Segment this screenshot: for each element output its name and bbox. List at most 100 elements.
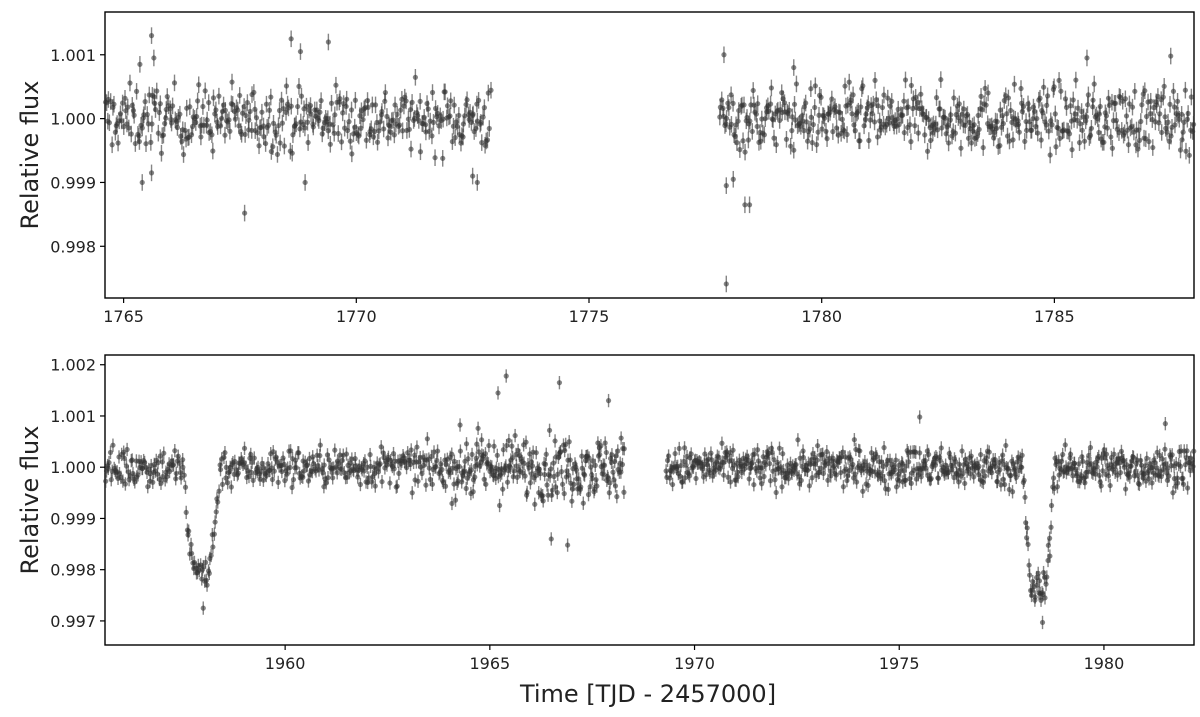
data-point (394, 479, 400, 493)
data-point (379, 475, 385, 489)
data-point (415, 474, 421, 488)
data-point (918, 85, 924, 103)
data-point (1074, 111, 1080, 129)
data-point (1136, 132, 1143, 149)
data-point (1103, 107, 1110, 125)
data-point (1081, 132, 1088, 150)
data-point (745, 131, 751, 149)
data-point (830, 123, 836, 140)
data-point (417, 143, 424, 161)
data-point (803, 113, 810, 131)
data-point (964, 106, 971, 123)
data-point (139, 174, 145, 191)
data-point (859, 80, 865, 97)
data-point (1139, 96, 1145, 114)
data-point (277, 134, 283, 152)
data-point (968, 134, 975, 152)
top-plot-frame (104, 11, 1195, 299)
data-point (1062, 438, 1068, 452)
data-point (1035, 124, 1041, 142)
data-point (266, 101, 273, 119)
data-point (810, 116, 816, 133)
data-point (392, 96, 398, 114)
data-point (270, 138, 276, 155)
data-point (1168, 47, 1174, 65)
data-point (403, 92, 409, 110)
data-point (387, 476, 393, 490)
data-point (1063, 99, 1070, 116)
data-point (1032, 103, 1038, 120)
data-point (486, 120, 492, 137)
data-point (1122, 90, 1128, 108)
data-point (444, 97, 451, 115)
data-point (159, 455, 165, 469)
data-point (273, 126, 279, 144)
data-point (806, 479, 813, 493)
data-point (372, 96, 379, 114)
data-point (753, 105, 759, 123)
data-point (901, 92, 907, 110)
data-point (841, 122, 847, 140)
data-point (1049, 116, 1055, 134)
data-point (464, 91, 470, 109)
data-point (235, 101, 241, 119)
data-point (296, 78, 302, 95)
data-point (1057, 130, 1063, 147)
data-point (1138, 113, 1144, 130)
data-point (1046, 122, 1052, 140)
bottom-data-points (103, 369, 1197, 630)
data-point (1180, 123, 1186, 141)
data-point (396, 466, 402, 481)
data-point (305, 134, 311, 151)
data-point (1165, 113, 1171, 131)
bottom-y-axis-label: Relative flux (16, 426, 44, 575)
data-point (417, 93, 423, 110)
data-point (357, 477, 363, 492)
data-point (148, 164, 155, 182)
data-point (855, 102, 861, 120)
data-point (210, 142, 216, 160)
data-point (844, 126, 850, 143)
data-point (122, 477, 128, 491)
data-point (917, 410, 923, 424)
data-point (815, 439, 821, 453)
data-point (1016, 123, 1022, 141)
data-point (334, 466, 340, 480)
data-point (232, 110, 238, 128)
data-point (1085, 86, 1091, 104)
data-point (924, 142, 931, 160)
data-point (366, 471, 372, 485)
data-point (211, 527, 217, 541)
bottom-panel: 1960 1965 1970 1975 1980 0.997 0.998 0.999 1.00… (16, 354, 1197, 708)
data-point (275, 475, 281, 490)
data-point (293, 461, 300, 475)
data-point (296, 446, 302, 460)
data-point (1084, 108, 1090, 126)
data-point (347, 132, 353, 150)
data-point (866, 132, 872, 149)
data-point (1091, 75, 1097, 93)
data-point (846, 73, 852, 91)
data-point (189, 546, 195, 561)
data-point (807, 120, 813, 138)
data-point (363, 131, 369, 149)
data-point (136, 133, 143, 150)
data-point (163, 101, 169, 118)
data-point (349, 145, 355, 163)
x-tick-label: 1765 (103, 307, 144, 326)
data-point (242, 126, 248, 143)
data-point (352, 91, 358, 109)
x-tick-label: 1775 (569, 307, 610, 326)
x-tick-label: 1780 (801, 307, 842, 326)
data-point (1132, 83, 1138, 100)
data-point (1188, 88, 1194, 106)
data-point (449, 133, 455, 150)
data-point (244, 94, 250, 111)
data-point (734, 134, 740, 151)
data-point (994, 113, 1000, 130)
data-point (122, 89, 128, 107)
data-point (215, 495, 221, 509)
data-point (217, 462, 224, 477)
data-point (1172, 116, 1178, 134)
data-point (512, 428, 518, 443)
